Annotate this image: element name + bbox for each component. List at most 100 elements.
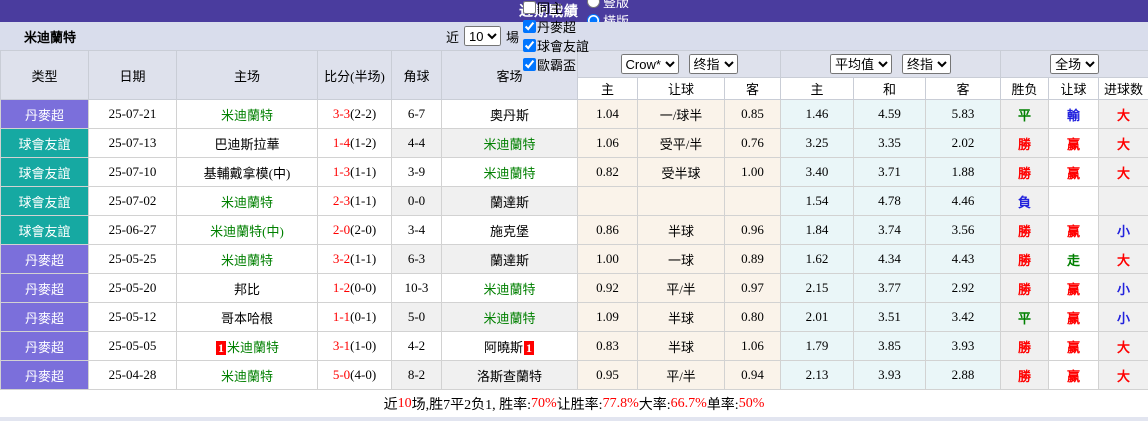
halftime-score: (1-2) bbox=[350, 135, 376, 150]
sub-header-avg-home: 主 bbox=[781, 78, 854, 100]
winloss-result: 平 bbox=[1001, 303, 1049, 332]
odds-handicap-cell: 半球 bbox=[638, 332, 725, 361]
avg-home-cell: 3.25 bbox=[781, 129, 854, 158]
away-team: 米迪蘭特 bbox=[442, 129, 578, 158]
goals-result: 大 bbox=[1099, 245, 1148, 274]
league-badge: 丹麥超 bbox=[1, 332, 89, 361]
summary-segment: 10 bbox=[398, 396, 412, 412]
filter-checkbox-input[interactable] bbox=[523, 39, 536, 52]
avg-source-select[interactable]: 平均值 bbox=[830, 54, 892, 74]
halftime-score: (4-0) bbox=[350, 367, 376, 382]
sub-header-handicap-result: 让球 bbox=[1049, 78, 1099, 100]
home-team-name: 米迪蘭特 bbox=[221, 369, 273, 384]
records-table: 类型 日期 主场 比分(半场) 角球 客场 Crow* 终指 平均值 终指 bbox=[0, 50, 1148, 390]
filter-checkbox-input[interactable] bbox=[523, 20, 536, 33]
col-header-corners: 角球 bbox=[392, 51, 442, 100]
match-date: 25-07-21 bbox=[89, 100, 177, 129]
away-team: 洛斯查蘭特 bbox=[442, 361, 578, 390]
match-date: 25-05-25 bbox=[89, 245, 177, 274]
away-team-name: 洛斯查蘭特 bbox=[477, 369, 542, 384]
goals-result bbox=[1099, 187, 1148, 216]
match-date: 25-06-27 bbox=[89, 216, 177, 245]
avg-draw-cell: 3.74 bbox=[854, 216, 926, 245]
odds-dropdown-cell: Crow* 终指 bbox=[578, 51, 781, 78]
summary-segment: 66.7% bbox=[671, 396, 707, 412]
filter-checkbox-0[interactable]: 同主 bbox=[521, 0, 589, 17]
corners-cell: 4-2 bbox=[392, 332, 442, 361]
match-date: 25-07-13 bbox=[89, 129, 177, 158]
odds-home-cell: 1.06 bbox=[578, 129, 638, 158]
avg-draw-cell: 4.34 bbox=[854, 245, 926, 274]
corners-cell: 3-9 bbox=[392, 158, 442, 187]
filter-checkbox-label: 球會友誼 bbox=[537, 36, 589, 55]
away-team-name: 蘭達斯 bbox=[490, 195, 529, 210]
handicap-result: 赢 bbox=[1049, 216, 1099, 245]
league-badge: 球會友誼 bbox=[1, 187, 89, 216]
corners-cell: 5-0 bbox=[392, 303, 442, 332]
away-team-name: 奧丹斯 bbox=[490, 108, 529, 123]
corners-cell: 6-7 bbox=[392, 100, 442, 129]
away-team: 米迪蘭特 bbox=[442, 274, 578, 303]
avg-away-cell: 2.88 bbox=[926, 361, 1001, 390]
fulltime-score: 2-0 bbox=[333, 222, 350, 237]
avg-draw-cell: 3.85 bbox=[854, 332, 926, 361]
league-badge: 丹麥超 bbox=[1, 361, 89, 390]
odds-home-cell: 1.04 bbox=[578, 100, 638, 129]
fulltime-score: 3-1 bbox=[333, 338, 350, 353]
corners-cell: 8-2 bbox=[392, 361, 442, 390]
fulltime-score: 3-2 bbox=[333, 251, 350, 266]
sub-header-odds-home: 主 bbox=[578, 78, 638, 100]
table-row: 球會友誼 25-06-27 米迪蘭特(中) 2-0(2-0) 3-4 施克堡 0… bbox=[1, 216, 1148, 245]
away-team-name: 阿曉斯 bbox=[484, 340, 523, 355]
halftime-score: (0-1) bbox=[350, 309, 376, 324]
odds-home-cell: 1.09 bbox=[578, 303, 638, 332]
corners-cell: 10-3 bbox=[392, 274, 442, 303]
filter-checkbox-1[interactable]: 丹麥超 bbox=[521, 17, 589, 36]
score-cell: 5-0(4-0) bbox=[318, 361, 392, 390]
handicap-result: 輸 bbox=[1049, 100, 1099, 129]
avg-away-cell: 4.43 bbox=[926, 245, 1001, 274]
score-cell: 1-2(0-0) bbox=[318, 274, 392, 303]
home-team-name: 米迪蘭特(中) bbox=[210, 224, 284, 239]
avg-home-cell: 1.54 bbox=[781, 187, 854, 216]
scope-select[interactable]: 全场 bbox=[1050, 54, 1099, 74]
winloss-result: 勝 bbox=[1001, 332, 1049, 361]
fulltime-score: 2-3 bbox=[333, 193, 350, 208]
home-team: 米迪蘭特(中) bbox=[177, 216, 318, 245]
filter-controls: 近 10 場 同主丹麥超球會友誼歐霸盃 bbox=[446, 22, 589, 50]
home-team: 基輔戴拿模(中) bbox=[177, 158, 318, 187]
winloss-result: 勝 bbox=[1001, 245, 1049, 274]
match-date: 25-07-10 bbox=[89, 158, 177, 187]
layout-radio-label: 豎版 bbox=[603, 0, 629, 11]
odds-handicap-cell: 受半球 bbox=[638, 158, 725, 187]
corners-cell: 6-3 bbox=[392, 245, 442, 274]
filter-checkbox-2[interactable]: 球會友誼 bbox=[521, 36, 589, 55]
league-badge: 丹麥超 bbox=[1, 245, 89, 274]
filter-bar: 米迪蘭特 近 10 場 同主丹麥超球會友誼歐霸盃 bbox=[0, 22, 1148, 50]
halftime-score: (0-0) bbox=[350, 280, 376, 295]
odds-handicap-cell: 平/半 bbox=[638, 274, 725, 303]
filter-checkbox-3[interactable]: 歐霸盃 bbox=[521, 55, 589, 74]
score-cell: 3-1(1-0) bbox=[318, 332, 392, 361]
filter-checkbox-input[interactable] bbox=[523, 1, 536, 14]
odds-away-cell: 0.94 bbox=[725, 361, 781, 390]
odds-away-cell: 0.85 bbox=[725, 100, 781, 129]
halftime-score: (1-1) bbox=[350, 251, 376, 266]
odds-company-select[interactable]: Crow* bbox=[621, 54, 679, 74]
avg-home-cell: 3.40 bbox=[781, 158, 854, 187]
avg-draw-cell: 3.51 bbox=[854, 303, 926, 332]
halftime-score: (1-0) bbox=[350, 338, 376, 353]
filter-checkbox-input[interactable] bbox=[523, 58, 536, 71]
summary-segment: 50% bbox=[739, 396, 765, 412]
goals-result: 小 bbox=[1099, 216, 1148, 245]
away-team: 蘭達斯 bbox=[442, 187, 578, 216]
layout-radio-vertical[interactable]: 豎版 bbox=[587, 0, 629, 11]
halftime-score: (2-2) bbox=[350, 106, 376, 121]
avg-stage-select[interactable]: 终指 bbox=[902, 54, 951, 74]
handicap-result: 赢 bbox=[1049, 361, 1099, 390]
avg-away-cell: 2.92 bbox=[926, 274, 1001, 303]
home-team-name: 米迪蘭特 bbox=[221, 108, 273, 123]
match-count-select[interactable]: 10 bbox=[464, 26, 501, 46]
odds-stage-select[interactable]: 终指 bbox=[689, 54, 738, 74]
